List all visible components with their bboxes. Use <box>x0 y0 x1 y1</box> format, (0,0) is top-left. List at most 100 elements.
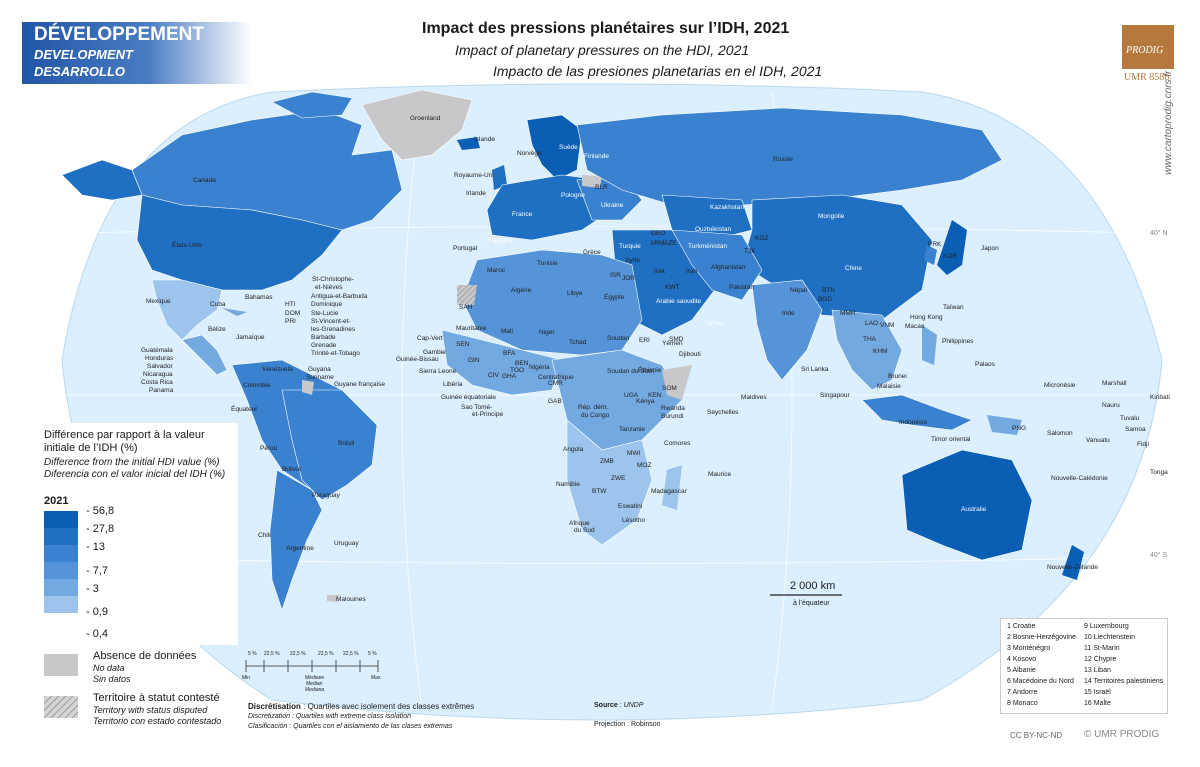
hist-max: Max <box>371 675 381 681</box>
hist-median-fr: Médiane <box>305 675 325 681</box>
indonesia <box>861 394 973 431</box>
country-label: Afghanistan <box>711 264 746 271</box>
country-label: Grèce <box>583 249 601 256</box>
country-label: Dominique <box>311 301 343 308</box>
country-label: SOM <box>662 385 677 392</box>
horn-africa <box>662 365 692 400</box>
belarus <box>582 175 602 188</box>
country-label: Guatémala <box>141 347 173 354</box>
country-label: Bolivie <box>282 466 302 473</box>
country-label: Indonésie <box>899 419 928 426</box>
prodig-logo <box>1122 25 1174 69</box>
legend-swatch-6 <box>44 596 78 613</box>
country-label: Colombie <box>243 382 271 389</box>
section-title-en: DEVELOPMENT <box>34 47 133 62</box>
country-label: Islande <box>474 136 495 143</box>
country-label: LAO <box>865 320 879 327</box>
russia <box>576 107 1003 206</box>
legend-swatch-5 <box>44 579 78 596</box>
numbered-countries-box: 1 Croatie 2 Bosnie-Herzégovine 3 Monténé… <box>1000 618 1168 714</box>
country-label: du Congo <box>581 412 610 419</box>
country-label: BEN <box>515 360 529 367</box>
country-label: ARM <box>650 240 665 247</box>
country-label: Comores <box>664 440 691 447</box>
country-label: Pakistan <box>729 284 754 291</box>
country-label: KEN <box>648 392 662 399</box>
numbered-item: 12 Chypre <box>1084 656 1117 663</box>
country-label: Philippines <box>942 338 974 345</box>
country-label: PRK <box>928 241 942 248</box>
discretization-fr: Discrétisation : Quartiles avec isolemen… <box>248 702 474 711</box>
numbered-item: 3 Monténégro <box>1007 645 1051 652</box>
country-label: BTN <box>822 287 835 294</box>
country-label: Chine <box>845 265 862 272</box>
country-label: et-Niéves <box>315 284 343 291</box>
country-label: Finlande <box>584 153 609 160</box>
nodata-swatch <box>44 654 78 676</box>
legend-break: - 0,4 <box>86 628 109 640</box>
country-label: Kiribati <box>1150 394 1170 401</box>
hist-tick: 22,5 % <box>343 651 359 657</box>
legend-break: - 27,8 <box>86 523 115 535</box>
central-america <box>181 334 228 376</box>
madagascar <box>662 465 682 510</box>
legend-break: - 7,7 <box>86 565 109 577</box>
country-label: AZE <box>664 240 677 247</box>
country-label: GAB <box>548 398 562 405</box>
numbered-item: 5 Albanie <box>1007 667 1036 674</box>
country-label: Nouvelle-Zélande <box>1047 564 1098 571</box>
country-label: Uruguay <box>334 540 359 547</box>
india <box>751 279 823 381</box>
country-label: Chili <box>258 532 271 539</box>
country-label: Vanuatu <box>1086 437 1110 444</box>
country-label: Nicaragua <box>143 371 173 378</box>
country-label: Costa Rica <box>141 379 173 386</box>
mexico <box>151 279 223 341</box>
country-label: Japon <box>981 245 999 252</box>
country-label: GEO <box>651 230 666 237</box>
guyane <box>302 380 314 395</box>
discretization-text: : Quartiles avec isolement des classes e… <box>300 702 475 711</box>
country-label: Timor oriental <box>931 436 971 443</box>
numbered-item: 7 Andorre <box>1007 689 1038 696</box>
legend: Différence par rapport à la valeur initi… <box>34 423 238 645</box>
country-label: Maldives <box>741 394 767 401</box>
country-label: Pologne <box>561 192 585 199</box>
country-label: Afrique <box>569 520 590 527</box>
southeast-asia <box>831 309 903 391</box>
country-label: Sierra Leone <box>419 368 457 375</box>
country-label: et-Principe <box>472 411 504 418</box>
lat-40s-label: 40° S <box>1150 552 1168 559</box>
country-label: Samoa <box>1125 426 1146 433</box>
philippines <box>922 325 937 365</box>
hist-median-en: Median <box>306 681 323 687</box>
source-label: Source <box>594 702 618 709</box>
country-label: Ste-Lucie <box>311 310 339 317</box>
country-label: UGA <box>624 392 639 399</box>
country-label: Trinité-et-Tobago <box>311 350 360 357</box>
country-label: Irlande <box>466 190 486 197</box>
legend-swatch-2 <box>44 528 78 545</box>
country-label: KGZ <box>755 235 769 242</box>
country-label: Marshall <box>1102 380 1127 387</box>
hist-tick: 22,5 % <box>318 651 334 657</box>
source-text: : UNDP <box>617 702 644 709</box>
country-label: Paraguay <box>312 492 340 499</box>
legend-year: 2021 <box>44 495 69 507</box>
country-label: Rép. dém. <box>578 404 608 411</box>
disputed-label-en: Territory with status disputed <box>93 705 208 715</box>
southern-africa <box>566 419 653 546</box>
legend-break: - 56,8 <box>86 505 115 517</box>
numbered-item: 8 Monaco <box>1007 700 1038 707</box>
numbered-item: 15 Israël <box>1084 689 1111 696</box>
copyright: © UMR PRODIG <box>1084 729 1160 740</box>
section-title-fr: DÉVELOPPEMENT <box>34 24 204 45</box>
country-label: Syrie <box>625 257 640 264</box>
numbered-item: 1 Croatie <box>1007 623 1036 630</box>
country-label: Oman <box>706 320 724 327</box>
country-label: GHA <box>502 373 517 380</box>
distribution-axis <box>245 660 379 672</box>
country-label: Cuba <box>210 301 226 308</box>
country-label: MMR <box>840 310 856 317</box>
country-label: MWI <box>627 450 641 457</box>
